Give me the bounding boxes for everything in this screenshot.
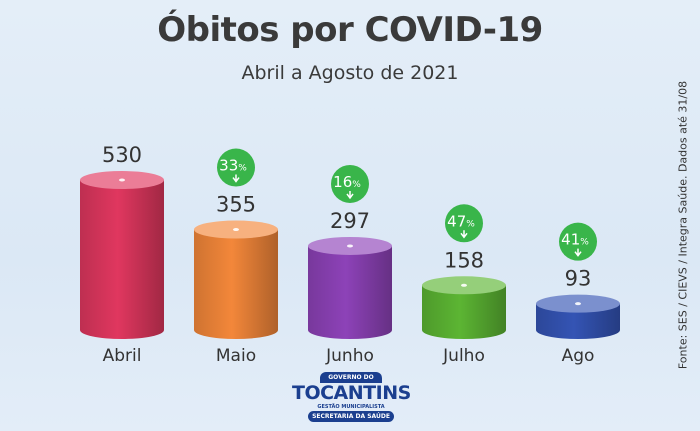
decrease-badge: 16% [331, 164, 369, 203]
bar-top-highlight [119, 178, 125, 182]
value-label: 355 [216, 193, 256, 217]
down-arrow-icon [232, 174, 240, 183]
bar-body [80, 180, 164, 339]
bar-body [308, 245, 392, 339]
bar-top-highlight [575, 302, 581, 306]
bar-top-highlight [461, 283, 467, 287]
value-label: 158 [444, 248, 484, 272]
source-note: Fonte: SES / CIEVS / Integra Saúde. Dado… [676, 80, 690, 370]
category-label: Ago [562, 346, 595, 366]
bar-ago [536, 294, 620, 339]
badge-circle [445, 204, 483, 243]
bar-body [536, 303, 620, 339]
down-arrow-icon [346, 190, 354, 200]
logo-main-text: TOCANTINS [292, 382, 411, 404]
category-label: Junho [325, 346, 374, 366]
decrease-badge: 47% [445, 204, 483, 243]
badge-circle [217, 148, 255, 187]
chart-subtitle: Abril a Agosto de 2021 [241, 62, 459, 84]
value-label: 530 [102, 143, 142, 167]
category-label: Maio [216, 346, 256, 366]
bar-abril [80, 171, 164, 339]
bar-top-highlight [347, 244, 353, 248]
bar-body [422, 285, 506, 339]
category-label: Abril [103, 346, 142, 366]
logo-secretaria-text: SECRETARIA DA SAÚDE [308, 411, 394, 422]
bar-maio [194, 220, 278, 339]
bar-body [194, 229, 278, 339]
value-label: 297 [330, 209, 370, 233]
badge-circle [559, 222, 597, 261]
decrease-badge: 41% [559, 222, 597, 261]
badge-circle [331, 164, 369, 203]
logo-top-text: GOVERNO DO [320, 372, 382, 383]
chart-title: Óbitos por COVID-19 [157, 10, 543, 50]
bar-junho [308, 236, 392, 339]
logo-sub-text: GESTÃO MUNICIPALISTA [317, 404, 385, 410]
down-arrow-icon [574, 248, 582, 257]
tocantins-logo: GOVERNO DO TOCANTINS GESTÃO MUNICIPALIST… [292, 372, 411, 424]
bar-julho [422, 276, 506, 339]
down-arrow-icon [460, 230, 468, 239]
source-note-text: Fonte: SES / CIEVS / Integra Saúde. Dado… [676, 80, 690, 370]
value-label: 93 [565, 267, 592, 291]
decrease-badge: 33% [217, 148, 255, 187]
category-label: Julho [442, 346, 485, 366]
bar-top-highlight [233, 228, 239, 232]
